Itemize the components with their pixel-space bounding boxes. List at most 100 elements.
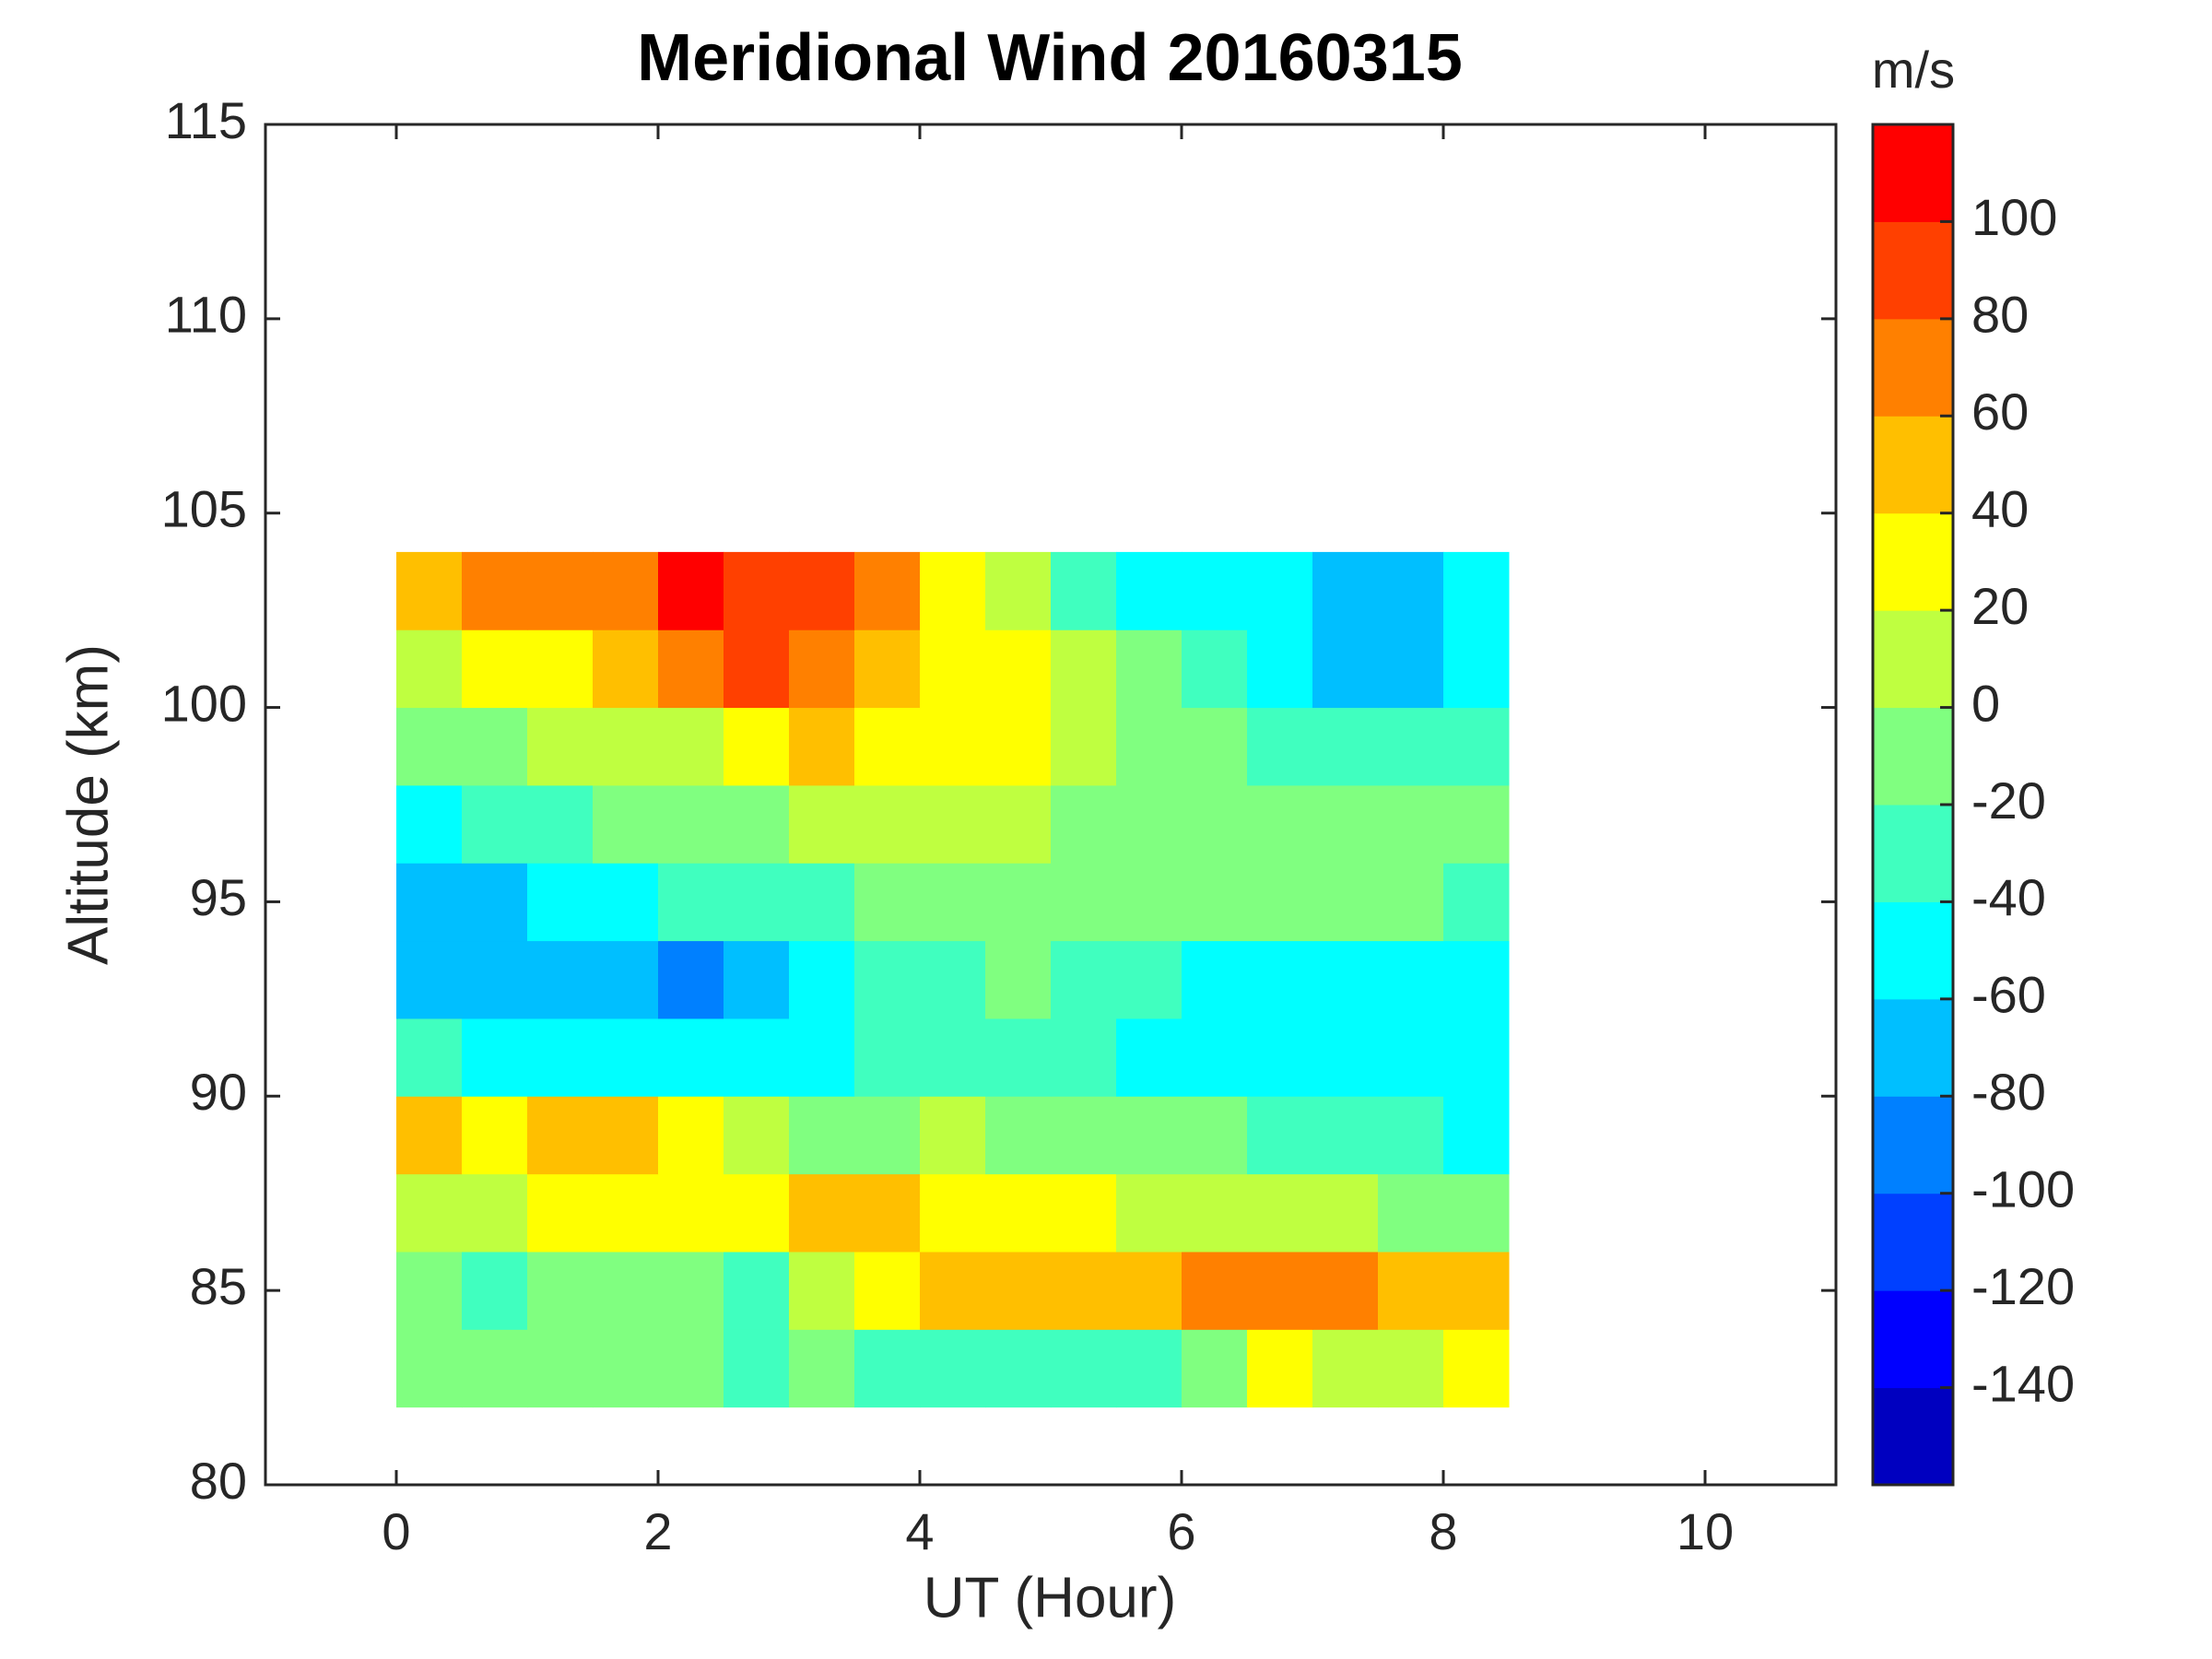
contour-cell: [396, 1173, 463, 1253]
contour-cell: [724, 1173, 790, 1253]
contour-cell: [1182, 1329, 1248, 1408]
y-tick-label: 110: [165, 286, 247, 344]
contour-cell: [789, 551, 855, 630]
contour-cell: [1312, 1173, 1379, 1253]
contour-cell: [1051, 784, 1117, 864]
contour-cell: [462, 629, 528, 709]
contour-cell: [462, 707, 528, 786]
contour-cell: [1247, 1018, 1313, 1097]
contour-cell: [1116, 1251, 1182, 1330]
contour-cell: [985, 1329, 1052, 1408]
contour-cell: [527, 551, 594, 630]
contour-cell: [1116, 1329, 1182, 1408]
contour-cell: [724, 629, 790, 709]
contour-cell: [985, 551, 1052, 630]
contour-cell: [1116, 940, 1182, 1019]
contour-cell: [1116, 863, 1182, 942]
colorbar-tick-label: -40: [1971, 868, 2046, 926]
contour-cell: [1247, 940, 1313, 1019]
contour-cell: [1051, 1251, 1117, 1330]
contour-cell: [789, 629, 855, 709]
contour-cell: [724, 1329, 790, 1408]
contour-cell: [1182, 1096, 1248, 1175]
colorbar-tick-label: 0: [1971, 674, 2000, 732]
contour-cell: [1378, 1018, 1444, 1097]
contour-cell: [396, 629, 463, 709]
contour-cell: [593, 1018, 659, 1097]
contour-cell: [1247, 863, 1313, 942]
contour-cell: [1051, 707, 1117, 786]
contour-cell: [724, 784, 790, 864]
contour-cell: [1443, 707, 1510, 786]
contour-cell: [1247, 1251, 1313, 1330]
contour-cell: [396, 551, 463, 630]
plot-frame: [264, 123, 1838, 1487]
contour-cell: [527, 1018, 594, 1097]
contour-cell: [920, 784, 986, 864]
contour-cell: [658, 784, 724, 864]
contour-cell: [396, 1329, 463, 1408]
contour-cell: [1443, 784, 1510, 864]
contour-cell: [854, 629, 921, 709]
contour-cell: [854, 784, 921, 864]
contour-cell: [1378, 551, 1444, 630]
contour-cell: [527, 1329, 594, 1408]
contour-cell: [1312, 1329, 1379, 1408]
contour-cell: [1443, 1251, 1510, 1330]
contour-cell: [396, 863, 463, 942]
contour-cell: [789, 940, 855, 1019]
colorbar-tick-label: 100: [1971, 188, 2057, 246]
contour-cell: [1182, 863, 1248, 942]
contour-cell: [985, 629, 1052, 709]
contour-cell: [1378, 784, 1444, 864]
contour-cell: [658, 1096, 724, 1175]
contour-cell: [1443, 551, 1510, 630]
contour-cell: [1182, 1018, 1248, 1097]
contour-cell: [920, 863, 986, 942]
contour-cell: [527, 629, 594, 709]
colorbar-band: [1873, 610, 1953, 709]
contour-cell: [1247, 551, 1313, 630]
contour-cell: [593, 551, 659, 630]
colorbar-tick-label: -20: [1971, 771, 2046, 830]
contour-cell: [789, 863, 855, 942]
contour-cell: [920, 629, 986, 709]
contour-cell: [462, 863, 528, 942]
contour-cell: [593, 707, 659, 786]
contour-cell: [1247, 1329, 1313, 1408]
contour-cell: [1312, 863, 1379, 942]
contour-cell: [1116, 1173, 1182, 1253]
contour-cell: [1378, 1251, 1444, 1330]
contour-cell: [1051, 1173, 1117, 1253]
contour-cell: [1182, 940, 1248, 1019]
contour-cell: [920, 1251, 986, 1330]
contour-cell: [789, 1096, 855, 1175]
contour-cell: [593, 1329, 659, 1408]
contour-cell: [854, 1329, 921, 1408]
contour-cell: [1312, 551, 1379, 630]
contour-cell: [985, 1173, 1052, 1253]
contour-cell: [527, 1173, 594, 1253]
contour-cell: [396, 707, 463, 786]
contour-cell: [1051, 940, 1117, 1019]
colorbar-tick-label: -100: [1971, 1160, 2075, 1218]
contour-cell: [1312, 707, 1379, 786]
contour-cell: [658, 707, 724, 786]
contour-cell: [1116, 707, 1182, 786]
contour-cell: [854, 1251, 921, 1330]
contour-cell: [1051, 629, 1117, 709]
x-tick-label: 0: [382, 1502, 410, 1560]
contour-cell: [1312, 784, 1379, 864]
contour-cell: [789, 784, 855, 864]
contour-cell: [527, 863, 594, 942]
x-tick-label: 2: [643, 1502, 672, 1560]
contour-cell: [789, 707, 855, 786]
y-axis-label: Altitude (km): [56, 644, 120, 965]
contour-cell: [1116, 551, 1182, 630]
y-tick-label: 80: [190, 1452, 247, 1510]
y-tick-label: 100: [161, 674, 247, 732]
contour-cell: [1182, 629, 1248, 709]
colorbar-label: m/s: [1872, 41, 1955, 99]
contour-cell: [920, 1173, 986, 1253]
